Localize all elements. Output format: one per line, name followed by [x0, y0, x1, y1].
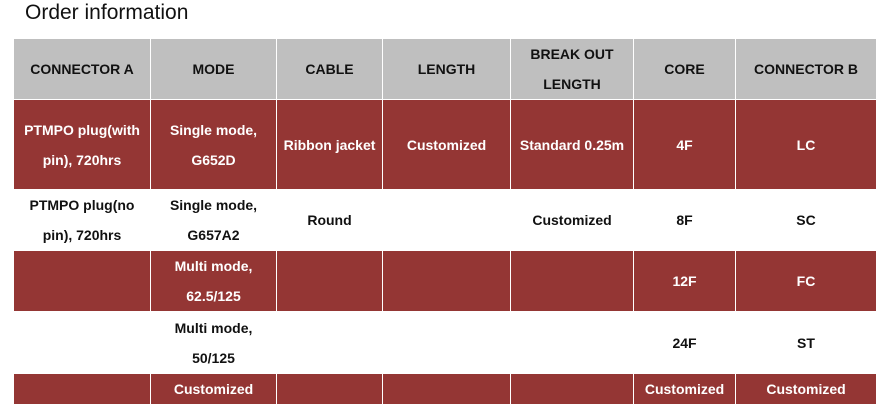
header-cable: CABLE: [276, 38, 383, 100]
table-row: PTMPO plug(with pin), 720hrs Single mode,…: [13, 99, 877, 190]
header-row: CONNECTOR A MODE CABLE LENGTH BREAK OUT LENG…: [13, 38, 877, 100]
order-table: CONNECTOR A MODE CABLE LENGTH BREAK OUT LENG…: [13, 38, 877, 405]
cell-connector-a: PTMPO plug(with pin), 720hrs: [13, 99, 151, 190]
cell-break-out-length: [510, 250, 634, 312]
table-row: PTMPO plug(no pin), 720hrs Single mode, G…: [13, 189, 877, 251]
cell-cable: Ribbon jacket: [276, 99, 383, 190]
header-connector-a: CONNECTOR A: [13, 38, 151, 100]
header-connector-b: CONNECTOR B: [735, 38, 877, 100]
table-row: Multi mode, 50/125 24F ST: [13, 311, 877, 374]
cell-break-out-length: [510, 373, 634, 405]
cell-length: Customized: [382, 99, 511, 190]
cell-connector-b: LC: [735, 99, 877, 190]
cell-core: 8F: [633, 189, 736, 251]
page-title: Order information: [25, 1, 189, 24]
cell-break-out-length: Standard 0.25m: [510, 99, 634, 190]
cell-cable: Round: [276, 189, 383, 251]
cell-connector-a: PTMPO plug(no pin), 720hrs: [13, 189, 151, 251]
cell-cable: [276, 373, 383, 405]
cell-break-out-length: [510, 311, 634, 374]
cell-mode: Customized: [150, 373, 277, 405]
cell-core: 12F: [633, 250, 736, 312]
cell-length: [382, 250, 511, 312]
cell-core: 24F: [633, 311, 736, 374]
table-row: Customized Customized Customized: [13, 373, 877, 405]
cell-connector-a: [13, 250, 151, 312]
header-core: CORE: [633, 38, 736, 100]
cell-connector-a: [13, 311, 151, 374]
header-mode: MODE: [150, 38, 277, 100]
cell-cable: [276, 311, 383, 374]
header-break-out-length: BREAK OUT LENGTH: [510, 38, 634, 100]
cell-connector-b: ST: [735, 311, 877, 374]
cell-mode: Multi mode, 62.5/125: [150, 250, 277, 312]
cell-core: Customized: [633, 373, 736, 405]
header-length: LENGTH: [382, 38, 511, 100]
cell-length: [382, 311, 511, 374]
cell-length: [382, 189, 511, 251]
cell-mode: Single mode, G657A2: [150, 189, 277, 251]
cell-mode: Multi mode, 50/125: [150, 311, 277, 374]
cell-cable: [276, 250, 383, 312]
cell-core: 4F: [633, 99, 736, 190]
cell-length: [382, 373, 511, 405]
cell-connector-a: [13, 373, 151, 405]
cell-mode: Single mode, G652D: [150, 99, 277, 190]
table-row: Multi mode, 62.5/125 12F FC: [13, 250, 877, 312]
cell-connector-b: FC: [735, 250, 877, 312]
cell-break-out-length: Customized: [510, 189, 634, 251]
cell-connector-b: Customized: [735, 373, 877, 405]
cell-connector-b: SC: [735, 189, 877, 251]
